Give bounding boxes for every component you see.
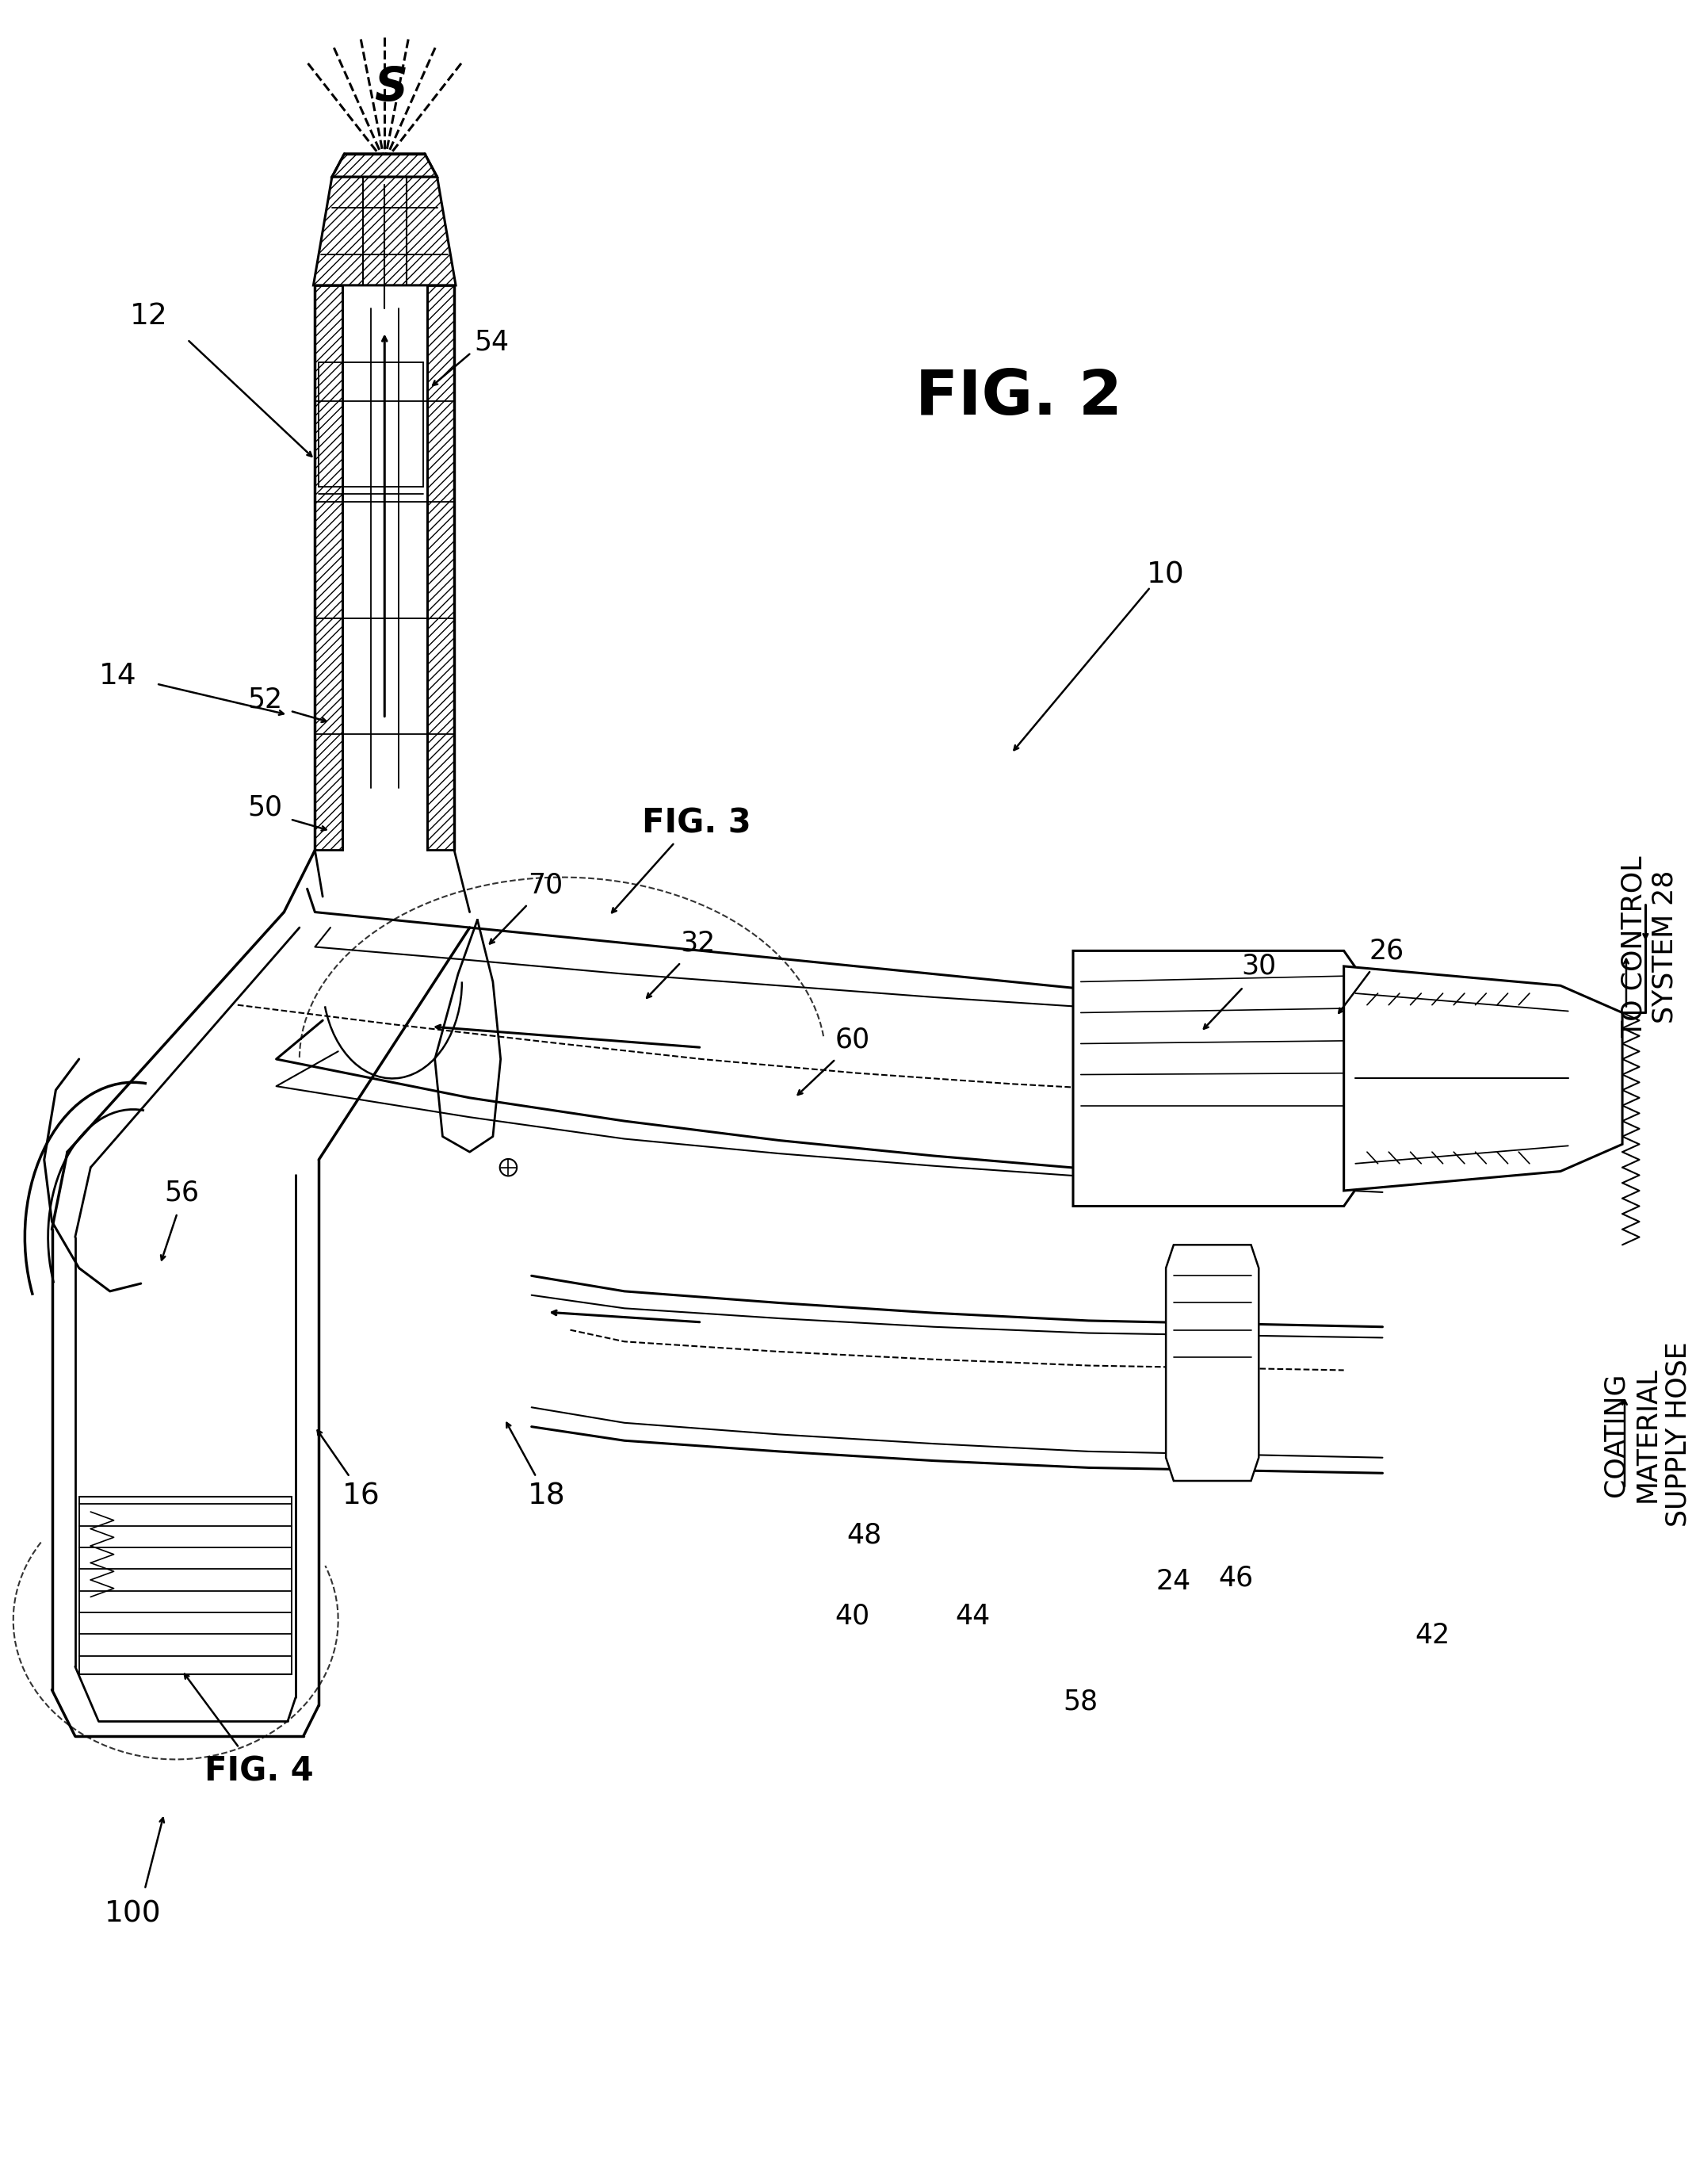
Text: 14: 14 [98,662,137,690]
Text: 58: 58 [1063,1688,1099,1714]
Text: 54: 54 [473,328,509,356]
Text: 60: 60 [834,1026,870,1053]
Text: S: S [375,66,407,111]
Text: COATING
MATERIAL
SUPPLY HOSE: COATING MATERIAL SUPPLY HOSE [1603,1341,1693,1527]
Text: TO CONTROL
SYSTEM 28: TO CONTROL SYSTEM 28 [1620,856,1679,1037]
Text: 44: 44 [955,1603,990,1629]
Polygon shape [1343,965,1623,1190]
Text: 56: 56 [165,1179,200,1206]
Text: 32: 32 [680,930,716,957]
Text: 100: 100 [105,1900,161,1928]
Polygon shape [427,286,455,850]
Text: 46: 46 [1218,1564,1253,1592]
Text: 18: 18 [527,1483,566,1511]
Text: 52: 52 [248,686,282,712]
Text: FIG. 3: FIG. 3 [641,806,751,839]
Text: 70: 70 [527,871,563,898]
Text: 50: 50 [248,795,282,821]
Polygon shape [315,286,343,850]
Text: 12: 12 [129,301,168,330]
Text: 30: 30 [1241,952,1275,981]
Text: 48: 48 [846,1522,882,1548]
Text: 16: 16 [343,1483,380,1511]
Text: 40: 40 [834,1603,870,1629]
Polygon shape [332,153,438,177]
Text: 42: 42 [1414,1623,1450,1649]
Text: 26: 26 [1369,937,1404,965]
Polygon shape [1165,1245,1258,1481]
Polygon shape [1074,950,1370,1206]
Text: FIG. 2: FIG. 2 [916,367,1123,428]
Polygon shape [314,177,456,286]
Text: FIG. 4: FIG. 4 [205,1754,314,1789]
Text: 10: 10 [1146,561,1186,590]
Text: 24: 24 [1157,1568,1191,1594]
